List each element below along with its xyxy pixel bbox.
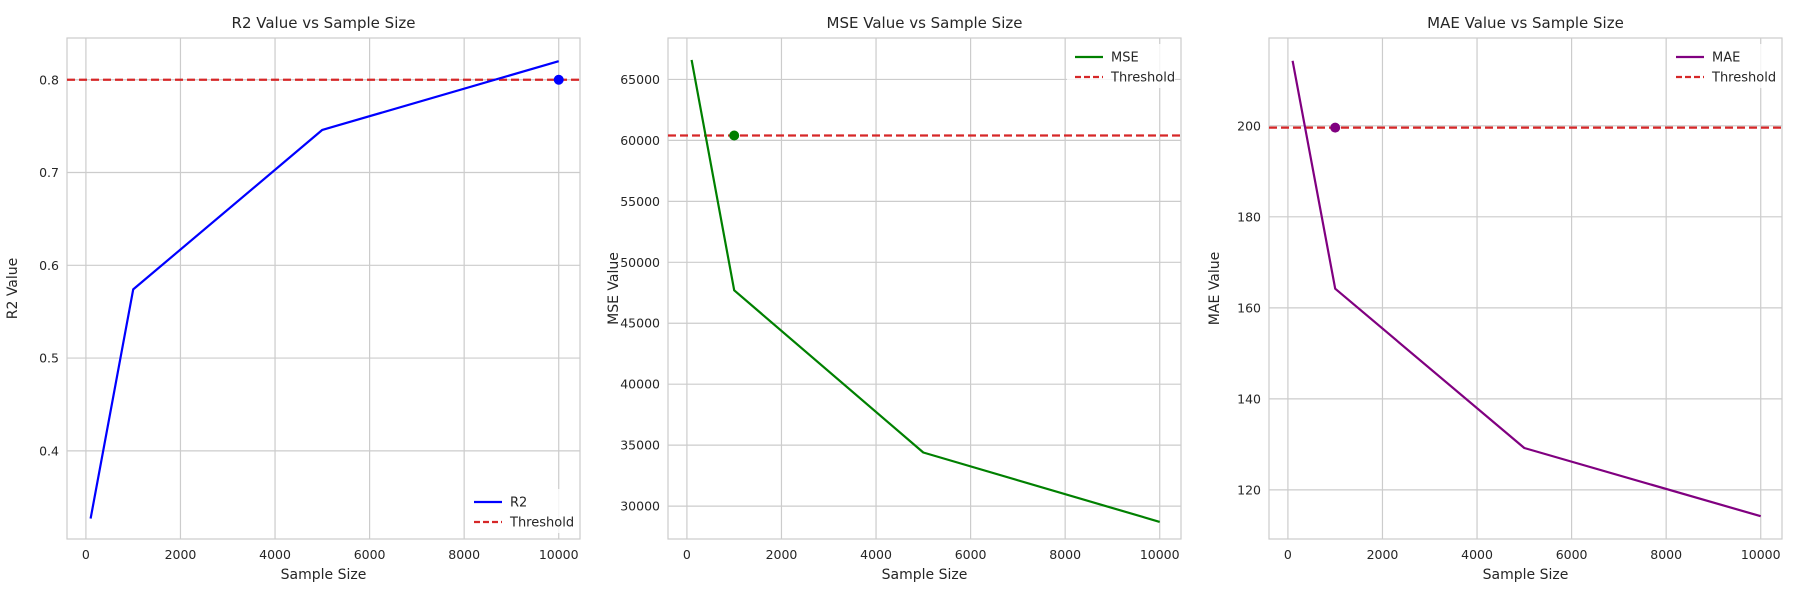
x-tick-label: 6000: [955, 547, 987, 562]
legend-label-threshold: Threshold: [509, 516, 574, 531]
y-tick-label: 0.8: [39, 72, 59, 87]
x-axis-label: Sample Size: [1483, 567, 1569, 583]
y-tick-label: 180: [1237, 209, 1261, 224]
series-line-r2: [89, 60, 560, 519]
legend: MAE Threshold: [1668, 44, 1776, 88]
x-tick-label: 4000: [1461, 547, 1493, 562]
x-tick-label: 10000: [1140, 547, 1180, 562]
x-tick-label: 8000: [1049, 547, 1081, 562]
plot-area: [67, 38, 580, 539]
y-tick-label: 120: [1237, 482, 1261, 497]
y-tick-label: 0.4: [39, 443, 59, 458]
legend: R2 Threshold: [466, 489, 574, 533]
chart-title: R2 Value vs Sample Size: [232, 14, 416, 32]
legend-label-series: R2: [510, 496, 527, 511]
x-tick-label: 2000: [165, 547, 197, 562]
highlight-marker: [553, 74, 564, 85]
y-tick-label: 0.5: [39, 351, 59, 366]
y-tick-label: 50000: [620, 255, 660, 270]
x-tick-label: 0: [82, 547, 90, 562]
series-line-mae: [1291, 60, 1762, 518]
series-line-mse: [690, 59, 1161, 523]
y-tick-label: 35000: [620, 438, 660, 453]
y-tick-label: 30000: [620, 499, 660, 514]
highlight-marker: [1330, 122, 1341, 133]
x-tick-label: 10000: [1741, 547, 1781, 562]
legend-label-threshold: Threshold: [1711, 71, 1776, 86]
x-tick-label: 2000: [1367, 547, 1399, 562]
legend-label-threshold: Threshold: [1110, 71, 1175, 86]
x-tick-label: 0: [683, 547, 691, 562]
legend-label-series: MAE: [1712, 51, 1740, 66]
y-tick-label: 40000: [620, 377, 660, 392]
y-tick-label: 55000: [620, 194, 660, 209]
chart-1: 0 2000 4000 6000 8000 10000 30000 35000 40000 450…: [606, 14, 1182, 583]
x-axis-label: Sample Size: [281, 567, 367, 583]
y-tick-label: 200: [1237, 118, 1261, 133]
y-tick-label: 140: [1237, 391, 1261, 406]
y-tick-label: 45000: [620, 316, 660, 331]
legend-label-series: MSE: [1111, 51, 1139, 66]
y-axis-label: MSE Value: [606, 252, 622, 325]
x-tick-label: 0: [1284, 547, 1292, 562]
y-tick-label: 0.7: [39, 165, 59, 180]
plot-frame: [667, 37, 1182, 540]
y-tick-label: 0.6: [39, 258, 59, 273]
x-tick-label: 6000: [354, 547, 386, 562]
y-axis-label: MAE Value: [1207, 252, 1223, 325]
x-tick-label: 4000: [860, 547, 892, 562]
x-axis-label: Sample Size: [882, 567, 968, 583]
x-tick-label: 8000: [1650, 547, 1682, 562]
y-tick-label: 65000: [620, 72, 660, 87]
legend: MSE Threshold: [1067, 44, 1175, 88]
plot-frame: [1268, 37, 1783, 540]
legend-box: [466, 489, 574, 533]
x-tick-label: 2000: [766, 547, 798, 562]
plot-area: [668, 38, 1181, 539]
chart-0: 0 2000 4000 6000 8000 10000 0.4 0.5 0.6 0.7 0.8 R2 …: [5, 14, 581, 583]
plot-area: [1269, 38, 1782, 539]
y-tick-label: 60000: [620, 133, 660, 148]
chart-2: 0 2000 4000 6000 8000 10000 120 140 160 180 200 MAE…: [1207, 14, 1783, 583]
highlight-marker: [729, 130, 740, 141]
x-tick-label: 6000: [1556, 547, 1588, 562]
x-tick-label: 10000: [539, 547, 579, 562]
legend-box: [1067, 44, 1175, 88]
plot-frame: [66, 37, 581, 540]
legend-box: [1668, 44, 1776, 88]
x-tick-label: 4000: [259, 547, 291, 562]
x-tick-label: 8000: [448, 547, 480, 562]
chart-title: MSE Value vs Sample Size: [827, 14, 1023, 32]
y-tick-label: 160: [1237, 300, 1261, 315]
y-axis-label: R2 Value: [5, 258, 21, 320]
chart-title: MAE Value vs Sample Size: [1427, 14, 1624, 32]
